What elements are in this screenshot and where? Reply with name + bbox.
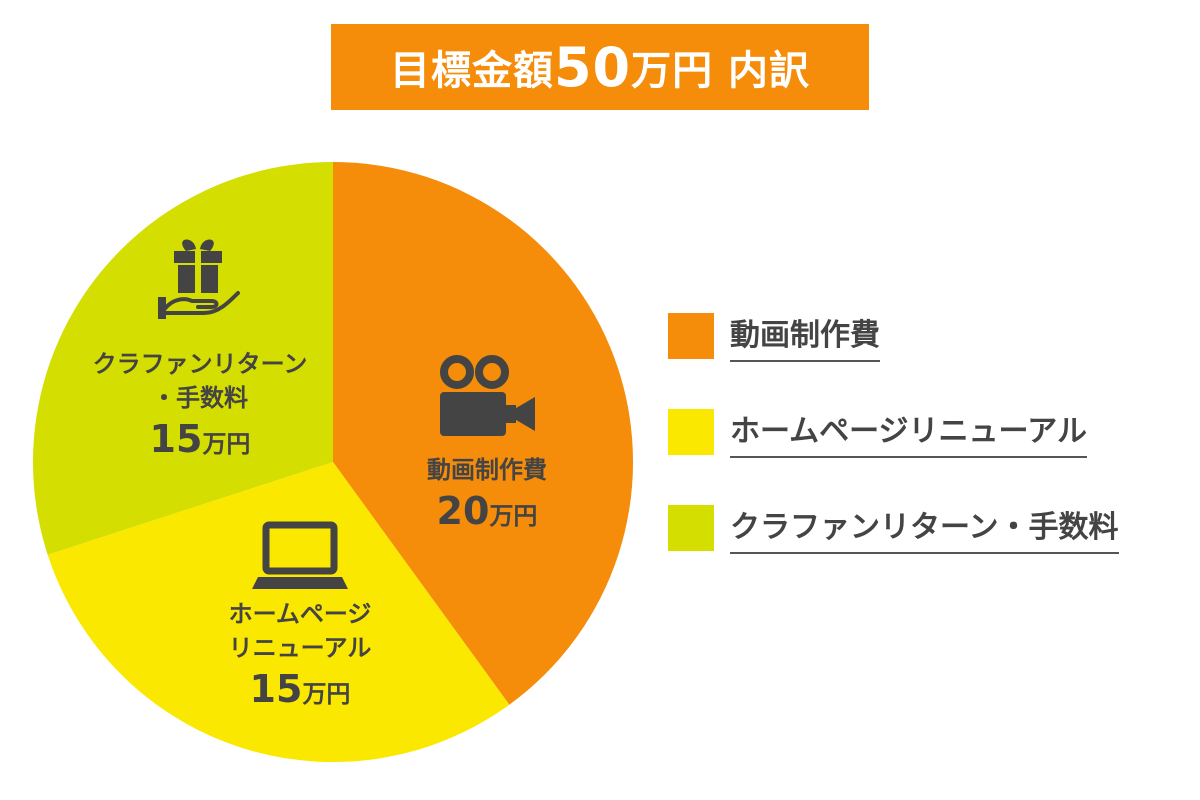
pie-slice-crowdfunding [32,161,333,555]
legend-label-video: 動画制作費 [730,310,880,362]
slice-label-crowdfunding-line-2: ・手数料 [152,384,248,412]
gift-hand-icon [158,239,240,319]
slice-label-homepage-line-2: リニューアル [229,634,372,662]
video-camera-icon [440,355,535,436]
slice-label-homepage-line-1: ホームページ [229,600,372,628]
slice-label-crowdfunding-line-1: クラファンリターン [93,350,308,378]
slice-label-video-value: 20万円 [437,489,538,533]
chart-title: 目標金額 50 万円 内訳 [331,24,869,110]
title-suffix: 万円 内訳 [631,48,811,94]
legend-item-video: 動画制作費 [668,310,880,362]
title-amount: 50 [553,35,632,99]
legend-item-homepage: ホームページリニューアル [668,406,1087,458]
slice-label-crowdfunding-value: 15万円 [150,417,251,461]
laptop-icon [252,521,348,589]
title-prefix: 目標金額 [389,48,554,94]
legend-swatch-crowdfunding [668,505,714,551]
slice-label-homepage-value: 15万円 [250,667,351,711]
legend-item-crowdfunding: クラファンリターン・手数料 [668,502,1119,554]
slice-label-video-line-1: 動画制作費 [427,456,547,484]
pie-slice-homepage [47,462,510,763]
legend-label-crowdfunding: クラファンリターン・手数料 [730,502,1119,554]
legend-swatch-video [668,313,714,359]
legend-label-homepage: ホームページリニューアル [730,406,1087,458]
legend-swatch-homepage [668,409,714,455]
